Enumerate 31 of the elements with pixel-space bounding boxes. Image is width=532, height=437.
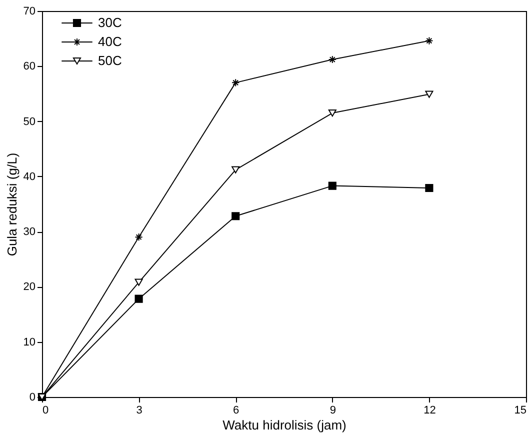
y-tick-label: 70	[23, 6, 36, 18]
point	[232, 166, 240, 174]
point	[425, 184, 434, 192]
x-tick-label: 12	[424, 404, 436, 416]
point	[425, 36, 434, 45]
point	[425, 90, 434, 98]
y-tick-label: 30	[23, 226, 36, 238]
point	[134, 294, 143, 303]
y-tick-label: 10	[23, 336, 36, 348]
x-tick-label: 9	[330, 404, 336, 416]
y-tick-label: 20	[23, 281, 36, 294]
y-tick-label: 0	[29, 392, 36, 404]
x-tick-label: 0	[42, 404, 49, 416]
point	[134, 278, 143, 286]
y-tick-label: 60	[23, 60, 36, 73]
y-axis-title: Gula reduksi (g/L)	[4, 152, 20, 256]
x-axis-title: Waktu hidrolisis (jam)	[222, 418, 346, 432]
point	[328, 55, 336, 64]
point	[232, 78, 240, 87]
point	[328, 109, 336, 117]
point	[328, 182, 336, 190]
y-tick-label: 40	[23, 170, 36, 183]
y-tick-label: 50	[23, 116, 36, 128]
legend-label: 40C	[98, 34, 122, 49]
x-tick-label: 15	[514, 404, 526, 416]
legend-label: 50C	[98, 53, 122, 68]
x-tick-label: 6	[233, 404, 240, 416]
x-tick-label: 3	[136, 404, 142, 416]
point	[232, 212, 240, 220]
point	[134, 233, 143, 242]
legend-label: 30C	[98, 15, 122, 30]
